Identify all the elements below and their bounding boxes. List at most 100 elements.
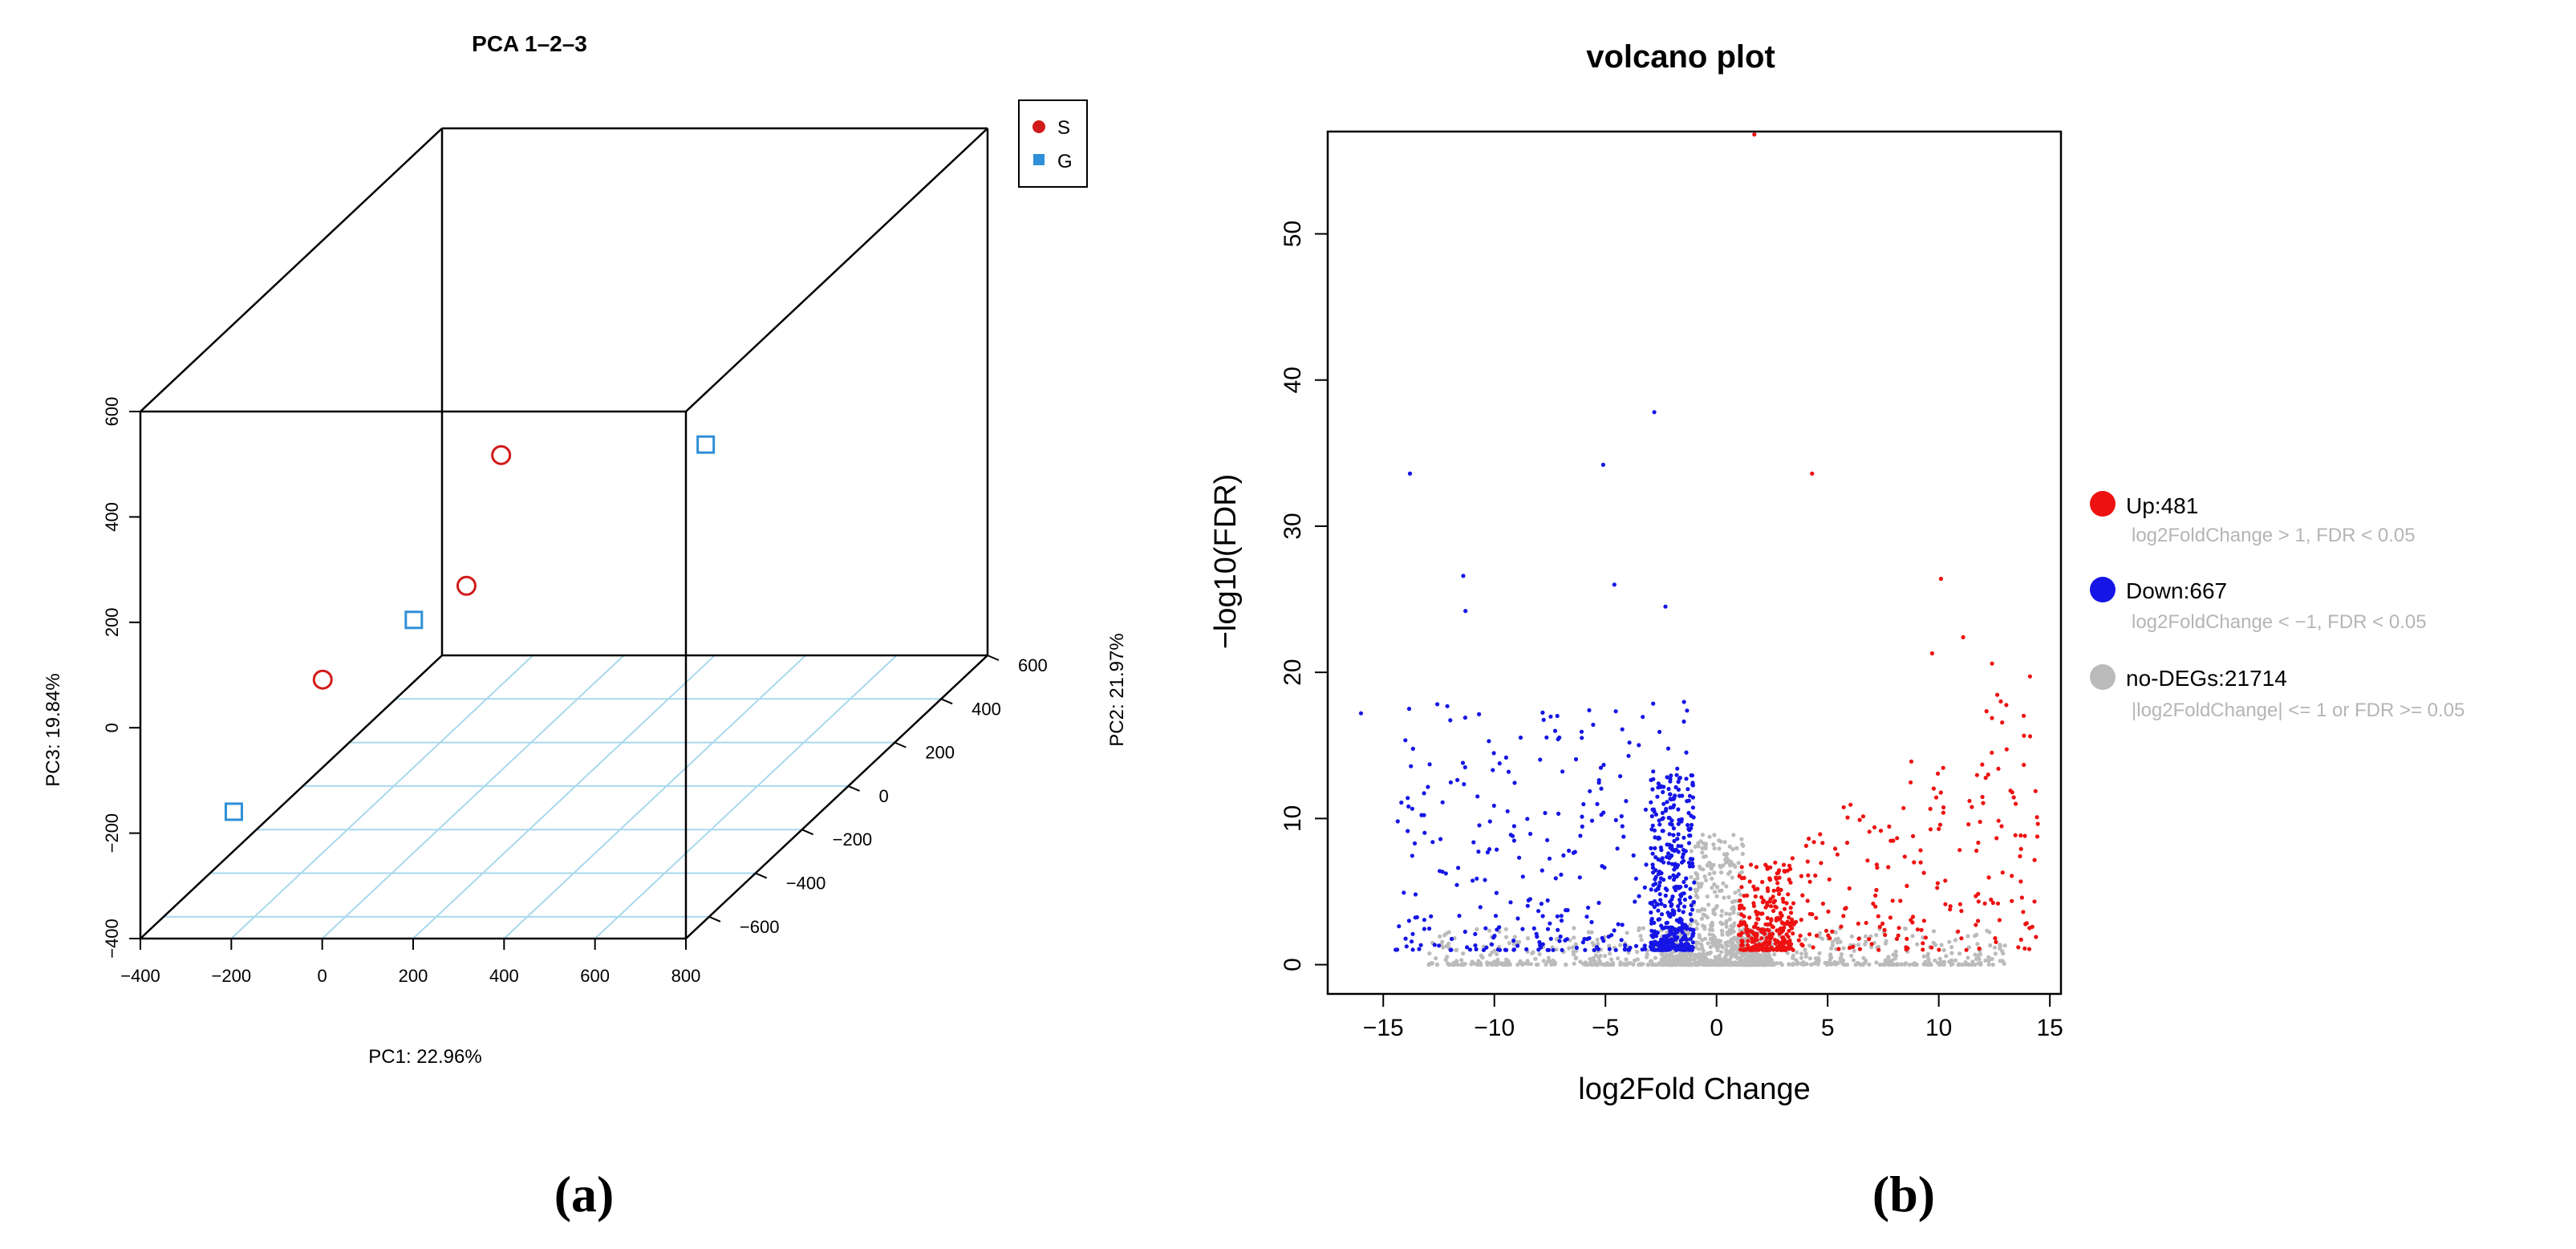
volcano-point-down: [1656, 908, 1661, 913]
volcano-point-up: [1759, 936, 1764, 941]
volcano-point-nodeg: [1625, 931, 1629, 935]
volcano-point-nodeg: [1803, 951, 1808, 956]
volcano-point-nodeg: [1607, 951, 1613, 956]
volcano-point-nodeg: [1730, 847, 1735, 852]
pca-y-tick-label: −400: [786, 874, 826, 894]
volcano-point-nodeg: [1618, 943, 1623, 947]
volcano-point-up: [1787, 863, 1792, 868]
volcano-point-down: [1666, 913, 1672, 918]
volcano-point-nodeg: [1766, 951, 1771, 956]
pca-grid-line-x: [230, 655, 534, 939]
volcano-point-down: [1552, 728, 1558, 733]
volcano-point-down: [1402, 890, 1406, 895]
volcano-point-up: [1874, 887, 1879, 893]
volcano-legend-down-desc: log2FoldChange < −1, FDR < 0.05: [2132, 611, 2427, 633]
volcano-point-up: [1871, 901, 1876, 906]
volcano-point-up: [1788, 906, 1793, 910]
volcano-point-up: [1752, 132, 1757, 137]
volcano-point-down: [1557, 735, 1562, 740]
volcano-point-up: [1745, 893, 1750, 898]
volcano-point-up: [1810, 912, 1815, 917]
volcano-point-down: [1410, 931, 1415, 936]
volcano-point-up: [1789, 910, 1794, 915]
volcano-point-down: [1612, 582, 1617, 587]
pca-x-tick-label: 400: [489, 966, 519, 986]
volcano-point-up: [2016, 945, 2021, 950]
volcano-point-down: [1656, 835, 1661, 840]
volcano-point-down: [1600, 864, 1604, 869]
volcano-point-down: [1688, 833, 1693, 838]
volcano-point-nodeg: [1693, 844, 1698, 850]
volcano-point-down: [1456, 866, 1461, 870]
volcano-point-nodeg: [1953, 938, 1958, 943]
volcano-point-up: [1771, 888, 1776, 893]
volcano-point-down: [1571, 850, 1576, 855]
volcano-point-down: [1650, 862, 1655, 867]
volcano-point-nodeg: [1723, 947, 1729, 952]
volcano-point-nodeg: [1765, 961, 1770, 967]
volcano-point-down: [1443, 871, 1448, 876]
volcano-point-down: [1559, 914, 1564, 919]
volcano-point-down: [1633, 943, 1639, 948]
volcano-point-up: [1865, 858, 1870, 863]
volcano-point-nodeg: [1893, 953, 1899, 958]
volcano-point-up: [1742, 875, 1746, 880]
volcano-point-down: [1683, 849, 1688, 854]
volcano-point-nodeg: [1939, 943, 1944, 947]
volcano-point-down: [1426, 785, 1430, 789]
pca-title: PCA 1–2–3: [472, 31, 587, 56]
volcano-point-down: [1668, 929, 1673, 934]
volcano-point-nodeg: [1479, 954, 1484, 959]
volcano-point-up: [1836, 947, 1841, 951]
volcano-point-nodeg: [1495, 960, 1500, 965]
volcano-point-down: [1583, 947, 1588, 952]
volcano-point-nodeg: [1430, 961, 1434, 966]
volcano-point-up: [1995, 901, 2001, 906]
volcano-point-nodeg: [1725, 852, 1730, 857]
volcano-point-down: [1651, 701, 1656, 706]
volcano-point-down: [1613, 947, 1618, 952]
volcano-point-down: [1683, 923, 1688, 927]
volcano-panel: volcano plot −15 −10 −5 0 5 10 15 01020304050 …: [1209, 39, 2464, 1223]
volcano-point-up: [1763, 922, 1768, 927]
pca-x-tick-label: 600: [580, 966, 610, 986]
volcano-point-nodeg: [1973, 952, 1978, 957]
volcano-point-nodeg: [1645, 952, 1649, 957]
volcano-point-down: [1655, 794, 1660, 799]
volcano-point-down: [1672, 838, 1677, 843]
volcano-point-down: [1665, 800, 1669, 805]
volcano-point-down: [1633, 899, 1637, 904]
volcano-point-nodeg: [1965, 934, 1970, 939]
volcano-point-down: [1471, 840, 1476, 845]
volcano-point-nodeg: [1730, 962, 1734, 967]
volcano-point-down: [1657, 947, 1661, 952]
volcano-point-nodeg: [1501, 963, 1506, 967]
volcano-point-up: [1878, 829, 1884, 833]
volcano-point-down: [1515, 943, 1520, 948]
volcano-point-down: [1595, 801, 1600, 806]
pca-y-tick-label: 400: [972, 699, 1001, 719]
volcano-point-down: [1661, 816, 1665, 821]
volcano-point-down: [1642, 943, 1647, 948]
volcano-point-nodeg: [1487, 928, 1492, 933]
volcano-point-down: [1622, 947, 1627, 952]
volcano-point-down: [1684, 884, 1689, 889]
volcano-point-nodeg: [1849, 934, 1854, 939]
volcano-point-nodeg: [1700, 850, 1705, 855]
volcano-point-up: [1919, 927, 1924, 932]
volcano-point-up: [1760, 911, 1765, 916]
volcano-point-up: [1814, 933, 1819, 938]
volcano-point-nodeg: [1534, 962, 1539, 967]
pca-z-tick-label: 600: [102, 397, 122, 427]
volcano-point-up: [1856, 921, 1860, 926]
volcano-point-down: [1558, 934, 1563, 939]
volcano-point-down: [1598, 765, 1604, 770]
volcano-point-down: [1358, 711, 1364, 716]
volcano-point-down: [1670, 908, 1675, 913]
volcano-point-nodeg: [1807, 956, 1812, 961]
volcano-point-nodeg: [1738, 962, 1742, 967]
volcano-point-up: [1984, 709, 1989, 714]
volcano-point-down: [1670, 894, 1675, 899]
volcano-point-nodeg: [1696, 953, 1701, 958]
